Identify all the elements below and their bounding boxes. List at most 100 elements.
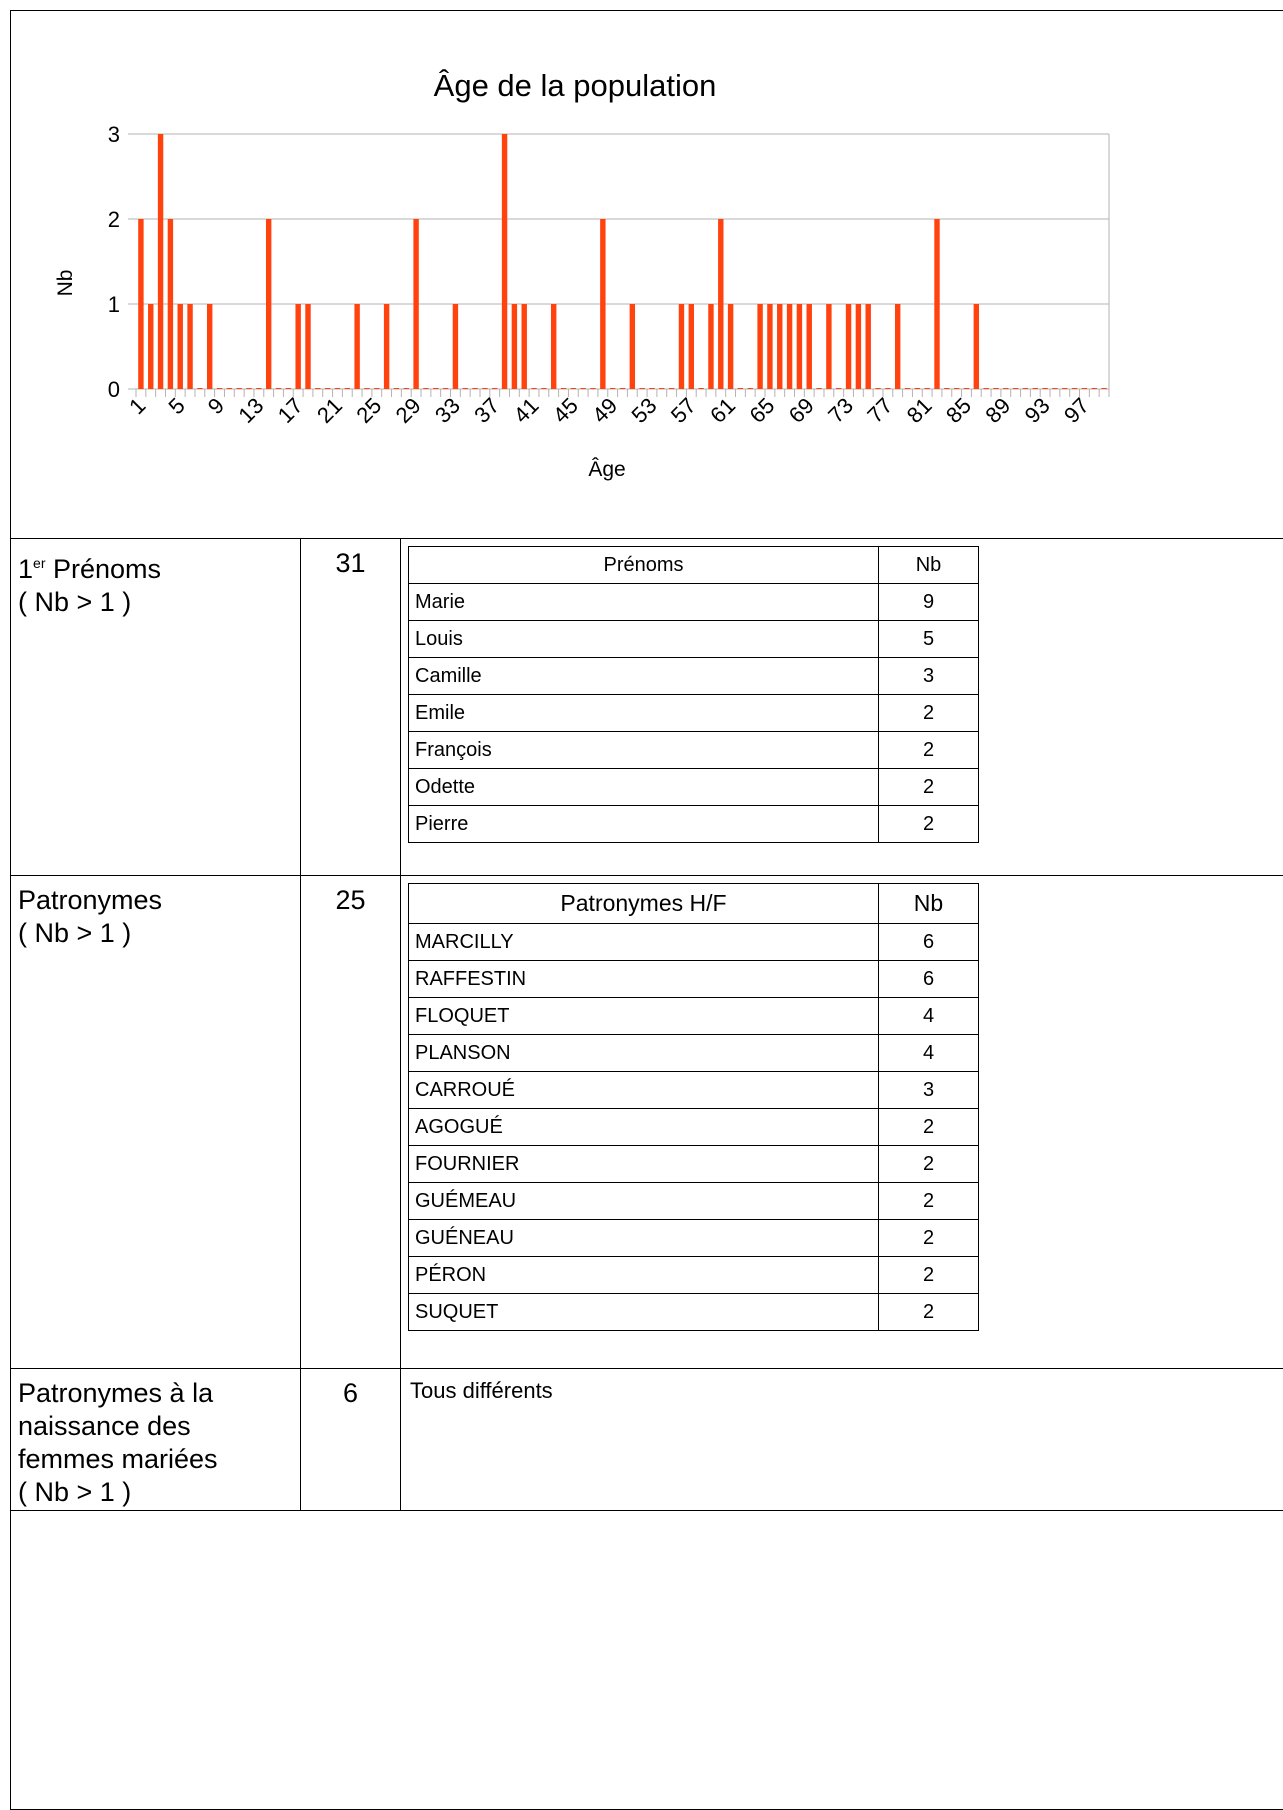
patronymes-table: Patronymes H/F Nb MARCILLY 6 RAFFESTIN 6 FLO… — [408, 883, 979, 1331]
prenoms-row: Louis 5 — [408, 620, 979, 658]
patronymes-nb-cell: 2 — [878, 1145, 979, 1183]
patronymes-row: AGOGUÉ 2 — [408, 1108, 979, 1146]
patronymes-row: SUQUET 2 — [408, 1293, 979, 1331]
chart-bar — [236, 388, 242, 389]
y-axis-label: Nb — [54, 270, 77, 297]
patronymes-name-cell: PÉRON — [408, 1256, 879, 1294]
x-tick-label: 57 — [666, 393, 701, 428]
patronymes-name-cell: FOURNIER — [408, 1145, 879, 1183]
femmes-label-line-1: Patronymes à la — [18, 1378, 214, 1408]
chart-bar — [767, 304, 773, 389]
chart-bar — [836, 388, 842, 389]
patronymes-count: 25 — [335, 885, 366, 915]
chart-bar — [216, 388, 223, 389]
divider-femmes — [10, 1510, 1283, 1511]
chart-bar — [1062, 388, 1068, 389]
chart-bar — [747, 388, 753, 389]
divider-prenoms — [10, 875, 1283, 876]
y-tick-labels: 0 1 2 3 — [108, 122, 120, 402]
chart-bar — [1052, 388, 1058, 389]
chart-bar — [531, 388, 537, 389]
chart-bar — [187, 304, 193, 389]
chart-bar — [207, 304, 213, 389]
femmes-label-line-2: naissance des — [18, 1411, 191, 1441]
patronymes-nb-cell: 3 — [878, 1071, 979, 1109]
prenoms-label-prefix: 1 — [18, 554, 34, 584]
chart-bar — [963, 388, 970, 389]
patronymes-nb-cell: 4 — [878, 997, 979, 1035]
chart-bar — [197, 388, 203, 389]
femmes-label: Patronymes à la naissance des femmes mar… — [18, 1377, 218, 1509]
chart-bar — [167, 219, 174, 389]
chart-bar — [1032, 388, 1038, 389]
patronymes-nb-cell: 2 — [878, 1219, 979, 1257]
prenoms-nb-cell: 2 — [878, 768, 979, 806]
chart-bar — [659, 388, 665, 389]
x-tick-label: 29 — [391, 393, 426, 428]
chart-bar — [973, 304, 980, 389]
chart-gridlines — [128, 133, 1110, 397]
chart-bar — [688, 304, 695, 389]
chart-bar — [570, 388, 577, 389]
chart-bar — [904, 388, 911, 389]
patronymes-header-nb: Nb — [878, 883, 979, 924]
patronymes-row: FOURNIER 2 — [408, 1145, 979, 1183]
prenoms-nb-cell: 2 — [878, 694, 979, 732]
x-tick-label: 13 — [233, 393, 268, 428]
chart-bar — [1101, 388, 1107, 389]
chart-bar — [305, 304, 311, 389]
chart-bar — [855, 304, 862, 389]
prenoms-name-cell: Odette — [408, 768, 879, 806]
chart-bar — [983, 388, 989, 389]
chart-bar — [482, 388, 488, 389]
chart-bar — [727, 304, 734, 389]
chart-bar — [580, 388, 586, 389]
x-tick-label: 93 — [1020, 393, 1055, 428]
y-tick-label: 1 — [108, 292, 120, 317]
patronymes-nb-cell: 6 — [878, 923, 979, 961]
x-tick-label: 77 — [862, 393, 897, 428]
chart-bar — [1003, 388, 1009, 389]
patronymes-name-cell: AGOGUÉ — [408, 1108, 879, 1146]
patronymes-row: FLOQUET 4 — [408, 997, 979, 1035]
chart-bar — [1081, 388, 1088, 389]
chart-bar — [324, 388, 331, 389]
patronymes-row: RAFFESTIN 6 — [408, 960, 979, 998]
x-tick-label: 37 — [469, 393, 504, 428]
patronymes-label: Patronymes ( Nb > 1 ) — [18, 884, 162, 950]
chart-bar — [698, 388, 704, 389]
patronymes-row: GUÉNEAU 2 — [408, 1219, 979, 1257]
chart-bar — [845, 304, 852, 389]
prenoms-table: Prénoms Nb Marie 9 Louis 5 Camille 3 Emile 2 Fra… — [408, 546, 979, 843]
prenoms-row: François 2 — [408, 731, 979, 769]
chart-bar — [826, 304, 832, 389]
patronymes-nb-cell: 2 — [878, 1256, 979, 1294]
prenoms-row: Odette 2 — [408, 768, 979, 806]
femmes-label-line-3: femmes mariées — [18, 1444, 218, 1474]
chart-bar — [393, 388, 400, 389]
chart-bar — [344, 388, 351, 389]
y-tick-label: 3 — [108, 122, 120, 147]
chart-bar — [875, 388, 881, 389]
prenoms-nb-cell: 2 — [878, 731, 979, 769]
chart-bar — [1012, 388, 1019, 389]
femmes-count: 6 — [342, 1378, 359, 1408]
patronymes-row: MARCILLY 6 — [408, 923, 979, 961]
x-tick-label: 89 — [980, 393, 1015, 428]
chart-bars — [138, 134, 1107, 389]
x-tick-label: 21 — [312, 393, 347, 428]
x-tick-label: 1 — [124, 393, 150, 419]
chart-bar — [678, 304, 685, 389]
prenoms-name-cell: Louis — [408, 620, 879, 658]
prenoms-header-nb: Nb — [878, 546, 979, 584]
chart-bar — [993, 388, 999, 389]
patronymes-nb-cell: 4 — [878, 1034, 979, 1072]
chart-bar — [619, 388, 626, 389]
chart-bar — [413, 219, 419, 389]
x-tick-label: 5 — [163, 393, 189, 419]
x-tick-label: 65 — [744, 393, 779, 428]
chart-bar — [737, 388, 744, 389]
prenoms-label-condition: ( Nb > 1 ) — [18, 587, 132, 617]
chart-bar — [354, 304, 360, 389]
prenoms-label-sup: er — [33, 555, 46, 571]
